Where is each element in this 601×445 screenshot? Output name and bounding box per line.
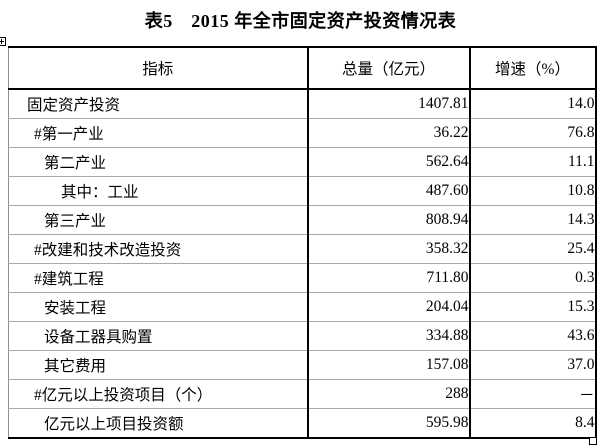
table-row: 第三产业 808.94 14.3 — [8, 205, 596, 235]
total-cell[interactable]: 711.80 — [306, 263, 470, 293]
table-row: #建筑工程 711.80 0.3 — [8, 263, 596, 293]
growth-cell[interactable]: 10.8 — [468, 176, 596, 206]
growth-cell[interactable]: － — [468, 379, 596, 409]
indicator-cell[interactable]: 第三产业 — [8, 205, 308, 235]
growth-cell[interactable]: 0.3 — [468, 263, 596, 293]
indicator-label: 第二产业 — [44, 155, 107, 172]
move-plus-icon — [0, 38, 5, 45]
indicator-label: 第三产业 — [44, 213, 107, 230]
header-row: 指标 总量（亿元） 增速（%） — [8, 47, 596, 90]
indicator-cell[interactable]: #亿元以上投资项目（个） — [8, 379, 308, 409]
indicator-cell[interactable]: #建筑工程 — [8, 263, 308, 293]
total-cell[interactable]: 1407.81 — [306, 89, 470, 119]
indicator-label: #改建和技术改造投资 — [34, 242, 182, 259]
indicator-cell[interactable]: 亿元以上项目投资额 — [8, 408, 308, 438]
indicator-label: 安装工程 — [44, 300, 107, 317]
indicator-cell[interactable]: 其中：工业 — [8, 176, 308, 206]
indicator-cell[interactable]: 第二产业 — [8, 147, 308, 177]
growth-cell[interactable]: 76.8 — [468, 118, 596, 148]
indicator-cell[interactable]: 设备工器具购置 — [8, 321, 308, 351]
col-header-growth[interactable]: 增速（%） — [468, 47, 596, 90]
total-cell[interactable]: 562.64 — [306, 147, 470, 177]
indicator-label: 亿元以上项目投资额 — [44, 416, 184, 433]
total-cell[interactable]: 334.88 — [306, 321, 470, 351]
col-header-total[interactable]: 总量（亿元） — [306, 47, 470, 90]
growth-cell[interactable]: 14.0 — [468, 89, 596, 119]
indicator-label: 其中：工业 — [61, 184, 139, 201]
table-row: #亿元以上投资项目（个） 288 － — [8, 379, 596, 409]
growth-cell[interactable]: 14.3 — [468, 205, 596, 235]
table-row: #第一产业 36.22 76.8 — [8, 118, 596, 148]
col-header-indicator[interactable]: 指标 — [8, 47, 308, 90]
table-row: 第二产业 562.64 11.1 — [8, 147, 596, 177]
growth-cell[interactable]: 15.3 — [468, 292, 596, 322]
table-row: 固定资产投资 1407.81 14.0 — [9, 89, 596, 119]
table-row: 其它费用 157.08 37.0 — [8, 350, 596, 380]
indicator-label: 设备工器具购置 — [44, 329, 153, 346]
table-title: 表5 2015 年全市固定资产投资情况表 — [144, 11, 457, 31]
table-row: #改建和技术改造投资 358.32 25.4 — [8, 234, 596, 264]
indicator-label: #第一产业 — [34, 126, 104, 143]
indicator-cell[interactable]: 安装工程 — [8, 292, 308, 322]
indicator-label: 固定资产投资 — [27, 97, 121, 114]
indicator-cell[interactable]: #改建和技术改造投资 — [8, 234, 308, 264]
indicator-cell[interactable]: 其它费用 — [8, 350, 308, 380]
growth-cell[interactable]: 8.4 — [468, 408, 596, 438]
indicator-cell[interactable]: 固定资产投资 — [9, 89, 308, 119]
indicator-label: #亿元以上投资项目（个） — [34, 387, 213, 404]
table-move-handle[interactable] — [0, 37, 6, 46]
table-row: 安装工程 204.04 15.3 — [8, 292, 596, 322]
indicator-cell[interactable]: #第一产业 — [8, 118, 308, 148]
total-cell[interactable]: 157.08 — [306, 350, 470, 380]
growth-cell[interactable]: 37.0 — [468, 350, 596, 380]
total-cell[interactable]: 487.60 — [306, 176, 470, 206]
indicator-label: 其它费用 — [44, 358, 107, 375]
table-row: 其中：工业 487.60 10.8 — [8, 176, 596, 206]
total-cell[interactable]: 36.22 — [306, 118, 470, 148]
indicator-label: #建筑工程 — [34, 271, 104, 288]
total-cell[interactable]: 204.04 — [306, 292, 470, 322]
total-cell[interactable]: 288 — [306, 379, 470, 409]
table-row: 亿元以上项目投资额 595.98 8.4 — [8, 408, 596, 438]
total-cell[interactable]: 358.32 — [306, 234, 470, 264]
total-cell[interactable]: 595.98 — [306, 408, 470, 438]
growth-cell[interactable]: 11.1 — [468, 147, 596, 177]
growth-cell[interactable]: 25.4 — [468, 234, 596, 264]
table-row: 设备工器具购置 334.88 43.6 — [8, 321, 596, 351]
total-cell[interactable]: 808.94 — [306, 205, 470, 235]
fixed-asset-investment-table: 指标 总量（亿元） 增速（%） 固定资产投资 1407.81 14.0 #第一产… — [8, 46, 597, 439]
growth-cell[interactable]: 43.6 — [468, 321, 596, 351]
